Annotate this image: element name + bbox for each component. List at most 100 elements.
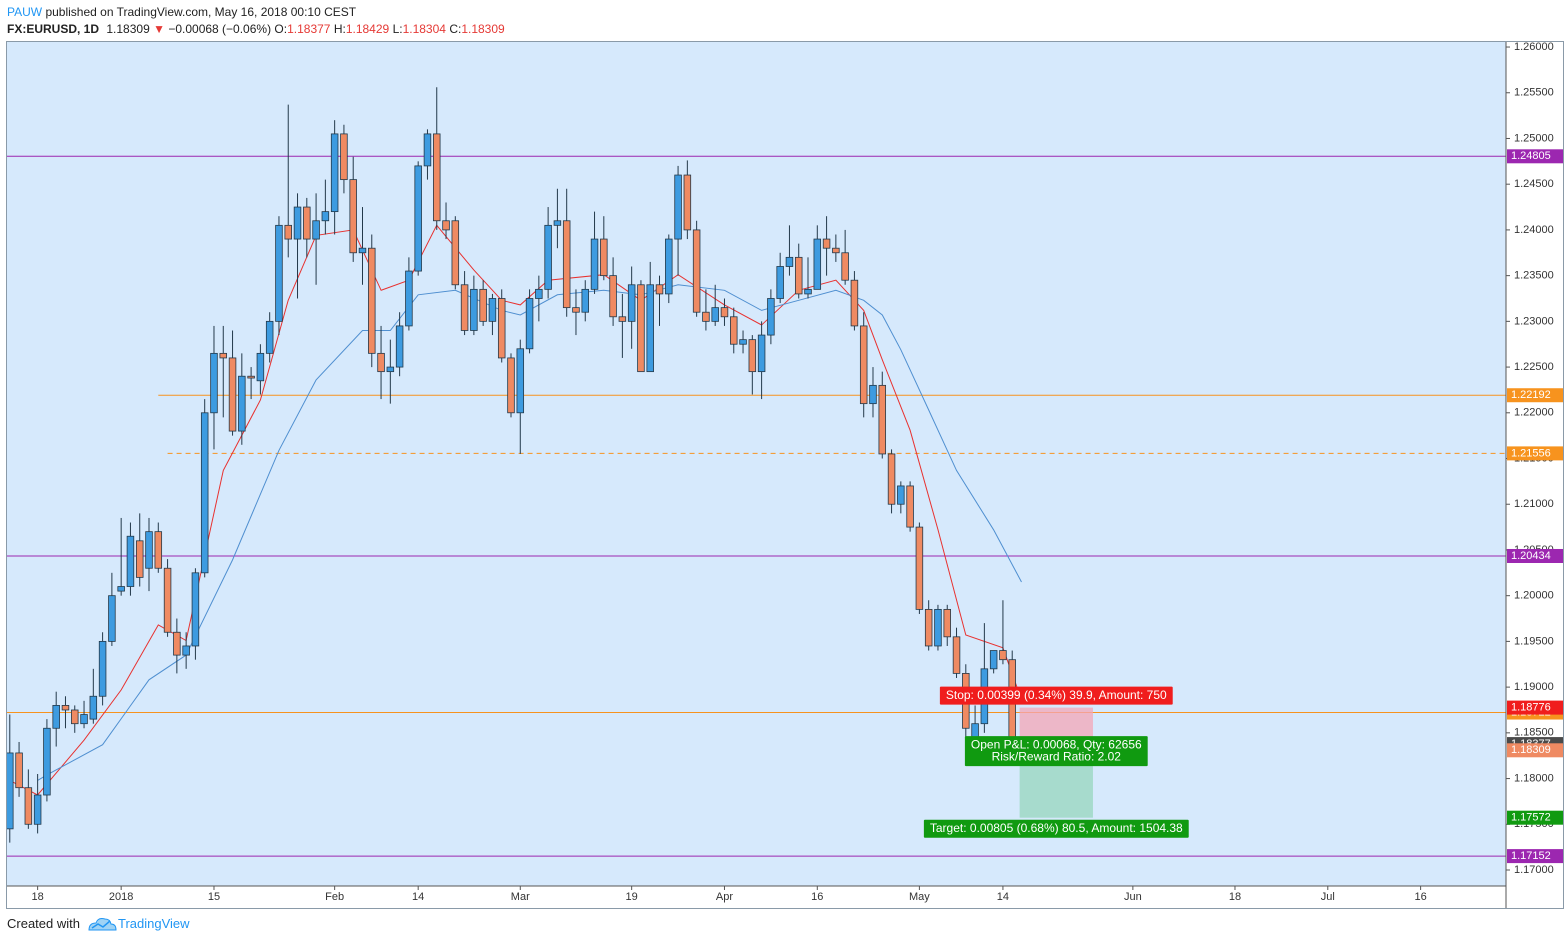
candle-body [108, 595, 116, 642]
candle-body [89, 695, 98, 720]
candle-body [841, 252, 849, 281]
close-label: C: [449, 22, 461, 36]
x-tick-label: 15 [208, 891, 220, 903]
candle-body [906, 485, 914, 528]
x-tick-label: 19 [626, 891, 638, 903]
candle-body [200, 412, 209, 574]
price-badge [1507, 388, 1563, 403]
x-tick-label: Feb [325, 891, 344, 903]
price-badge [1507, 700, 1563, 715]
candle-body [414, 165, 422, 272]
candle-body [924, 608, 933, 647]
candle-body [71, 709, 79, 725]
candle-body [228, 357, 237, 432]
candle-body [813, 238, 822, 290]
candle-body [943, 608, 951, 638]
position-label-box [964, 736, 1148, 767]
candle-body [488, 298, 497, 322]
last-price: 1.18309 [106, 22, 150, 36]
candle-body [256, 352, 265, 382]
candle-body [739, 339, 747, 345]
candle-body [665, 238, 673, 295]
candle-body [859, 325, 868, 405]
y-tick-label: 1.22000 [1514, 407, 1554, 419]
candle-body [451, 220, 460, 286]
change: −0.00068 (−0.06%) [168, 22, 271, 36]
x-tick-label: Jun [1124, 891, 1142, 903]
price-badge-label: 1.17152 [1511, 850, 1551, 862]
candle-body [145, 531, 153, 569]
candle-body [822, 238, 831, 249]
price-badge-label: 1.24805 [1511, 150, 1551, 162]
candle-body [117, 586, 125, 592]
x-tick-label: 14 [412, 891, 424, 903]
price-badge [1507, 149, 1563, 164]
candle-body [33, 794, 42, 825]
created-with: Created with [7, 916, 80, 931]
candle-body [618, 316, 627, 322]
candle-body [126, 535, 135, 587]
candle-body [154, 531, 163, 569]
candle-body [479, 288, 487, 322]
candle-body [804, 288, 812, 295]
candle-body [275, 224, 283, 322]
plot-area [7, 42, 1506, 886]
x-tick-label: 16 [1414, 891, 1426, 903]
candle-body [562, 220, 571, 309]
candle-body [581, 288, 589, 313]
candle-body [460, 284, 469, 331]
candle-body [887, 453, 896, 505]
candle-body [340, 133, 348, 181]
candle-body [497, 298, 506, 359]
position-label: Stop: 0.00399 (0.34%) 39.9, Amount: 750 [939, 686, 1173, 705]
candle-body [646, 284, 654, 373]
candle-body [330, 133, 339, 213]
candle-body [794, 256, 803, 295]
x-tick-label: Mar [511, 891, 530, 903]
plot-layer: Stop: 0.00399 (0.34%) 39.9, Amount: 750 O… [6, 87, 1506, 857]
price-badge-label: 1.21556 [1511, 447, 1551, 459]
position-label-text: Risk/Reward Ratio: 2.02 [992, 749, 1122, 763]
candle-body [878, 384, 887, 455]
candle-body [544, 224, 552, 290]
price-badge-label: 1.20434 [1511, 550, 1551, 562]
low-label: L: [393, 22, 403, 36]
candle-body [767, 298, 775, 336]
y-tick-label: 1.18000 [1514, 772, 1554, 784]
candle-body [869, 384, 877, 405]
candle-body [135, 540, 144, 578]
candle-body [368, 247, 376, 354]
x-tick-label: Jul [1321, 891, 1335, 903]
y-tick-label: 1.26000 [1514, 41, 1554, 53]
candle-body [971, 723, 979, 738]
candle-body [98, 640, 107, 697]
position-label: Target: 0.00805 (0.68%) 80.5, Amount: 15… [923, 819, 1189, 838]
low-value: 1.18304 [403, 22, 447, 36]
moving-average [37, 284, 1022, 781]
candle-body [247, 375, 255, 379]
position-label-text: Stop: 0.00399 (0.34%) 39.9, Amount: 750 [946, 688, 1167, 702]
y-tick-label: 1.24000 [1514, 224, 1554, 236]
candle-body [776, 266, 784, 299]
candle-body [395, 325, 404, 368]
candle-body [163, 567, 172, 633]
x-tick-label: 18 [32, 891, 44, 903]
high-value: 1.18429 [346, 22, 390, 36]
candle-body [470, 288, 478, 331]
candle-body [748, 339, 757, 373]
price-badge [1507, 849, 1563, 864]
y-tick-label: 1.22500 [1514, 361, 1554, 373]
y-tick-label: 1.25500 [1514, 87, 1554, 99]
candle-body [238, 375, 246, 432]
candle-body [377, 352, 385, 373]
x-tick-label: May [909, 891, 930, 903]
position-label-text: Open P&L: 0.00068, Qty: 62656 [971, 737, 1142, 751]
candle-body [219, 352, 228, 359]
brand: TradingView [118, 916, 190, 931]
y-tick-label: 1.19000 [1514, 681, 1554, 693]
candle-body [600, 238, 608, 277]
candle-body [627, 284, 636, 322]
x-tick-label: 2018 [109, 891, 133, 903]
y-tick-label: 1.23500 [1514, 270, 1554, 282]
